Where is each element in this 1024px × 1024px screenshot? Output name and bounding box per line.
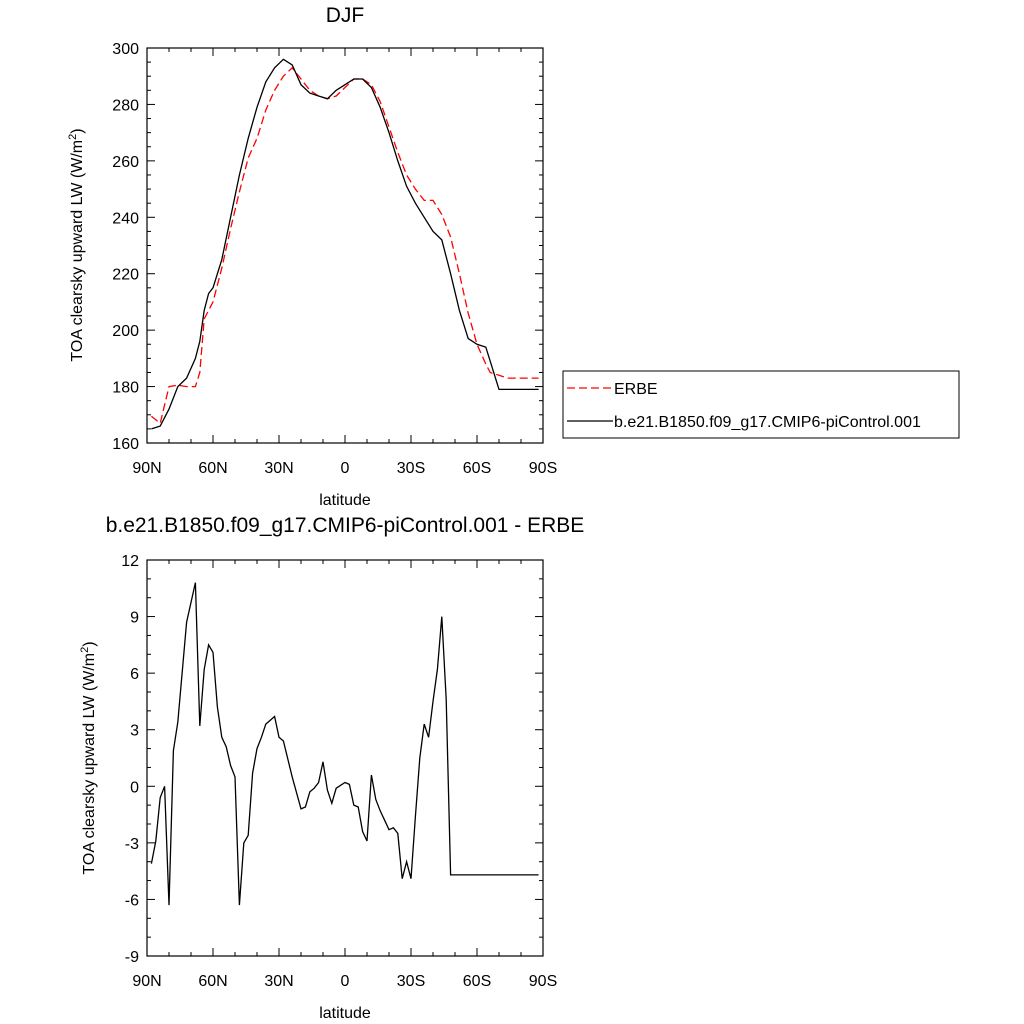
y-axis-label-main: TOA clearsky upward LW (W/m <box>69 140 86 362</box>
chart-title: DJF <box>326 4 365 27</box>
y-axis-label-sup: 2 <box>79 647 91 653</box>
x-tick-label: 0 <box>341 460 350 477</box>
series-line-erbe <box>150 66 539 425</box>
y-axis-label-main: TOA clearsky upward LW (W/m <box>81 653 98 875</box>
axis-ticks: 90N 60N 30N 0 30S 60S 90S 160 180 200 220 240 260 280… <box>112 41 557 477</box>
x-tick-label: 90N <box>132 460 161 477</box>
x-tick-label: 0 <box>341 973 350 990</box>
y-tick-label: 3 <box>130 723 139 740</box>
legend-box <box>562 370 960 439</box>
y-tick-label: 280 <box>112 97 139 114</box>
x-tick-label: 30S <box>397 460 425 477</box>
difference-line-chart: b.e21.B1850.f09_g17.CMIP6-piControl.001 … <box>79 514 584 1022</box>
x-tick-label: 60S <box>463 460 491 477</box>
x-tick-label: 60N <box>198 973 227 990</box>
legend-label-model: b.e21.B1850.f09_g17.CMIP6-piControl.001 <box>614 414 921 431</box>
x-axis-label: latitude <box>319 492 371 509</box>
y-tick-label: 9 <box>130 610 139 627</box>
series-lines <box>150 58 539 430</box>
x-tick-label: 30N <box>264 460 293 477</box>
y-tick-label: -6 <box>125 892 139 909</box>
series-lines <box>150 582 539 906</box>
y-axis-label-close: ) <box>69 128 86 133</box>
y-axis-label-sup: 2 <box>67 134 79 140</box>
legend-label-erbe: ERBE <box>614 381 658 398</box>
y-tick-label: 6 <box>130 666 139 683</box>
y-tick-label: 300 <box>112 41 139 58</box>
x-tick-label: 90S <box>529 460 557 477</box>
plot-frame <box>146 47 544 444</box>
series-line-difference <box>150 582 539 906</box>
y-tick-label: 200 <box>112 323 139 340</box>
series-line-b-e21-b1850-f09-g17-cmip6-picontrol-001 <box>151 58 539 430</box>
y-tick-label: 220 <box>112 267 139 284</box>
y-axis-label: TOA clearsky upward LW (W/m2) <box>67 128 86 361</box>
y-axis-label: TOA clearsky upward LW (W/m2) <box>79 641 98 874</box>
x-tick-label: 60N <box>198 460 227 477</box>
y-tick-label: 0 <box>130 779 139 796</box>
y-tick-label: 12 <box>121 553 139 570</box>
x-tick-label: 30S <box>397 973 425 990</box>
x-tick-label: 90N <box>132 973 161 990</box>
y-tick-label: 240 <box>112 210 139 227</box>
y-tick-label: -3 <box>125 836 139 853</box>
x-tick-label: 60S <box>463 973 491 990</box>
y-axis-label-close: ) <box>81 641 98 646</box>
plot-frame <box>146 559 544 957</box>
x-tick-label: 30N <box>264 973 293 990</box>
legend: ERBE b.e21.B1850.f09_g17.CMIP6-piControl… <box>562 370 960 439</box>
y-tick-label: 160 <box>112 436 139 453</box>
chart-title: b.e21.B1850.f09_g17.CMIP6-piControl.001 … <box>106 514 585 537</box>
axis-ticks: 90N 60N 30N 0 30S 60S 90S -9 -6 -3 0 3 6 9 12 <box>121 553 557 990</box>
x-tick-label: 90S <box>529 973 557 990</box>
x-axis-label: latitude <box>319 1005 371 1022</box>
y-tick-label: 260 <box>112 154 139 171</box>
djf-line-chart: DJF 90N 60N 30N 0 30S 60S 90S 160 180 200 220 240 26… <box>67 4 960 509</box>
y-tick-label: 180 <box>112 380 139 397</box>
y-tick-label: -9 <box>125 949 139 966</box>
